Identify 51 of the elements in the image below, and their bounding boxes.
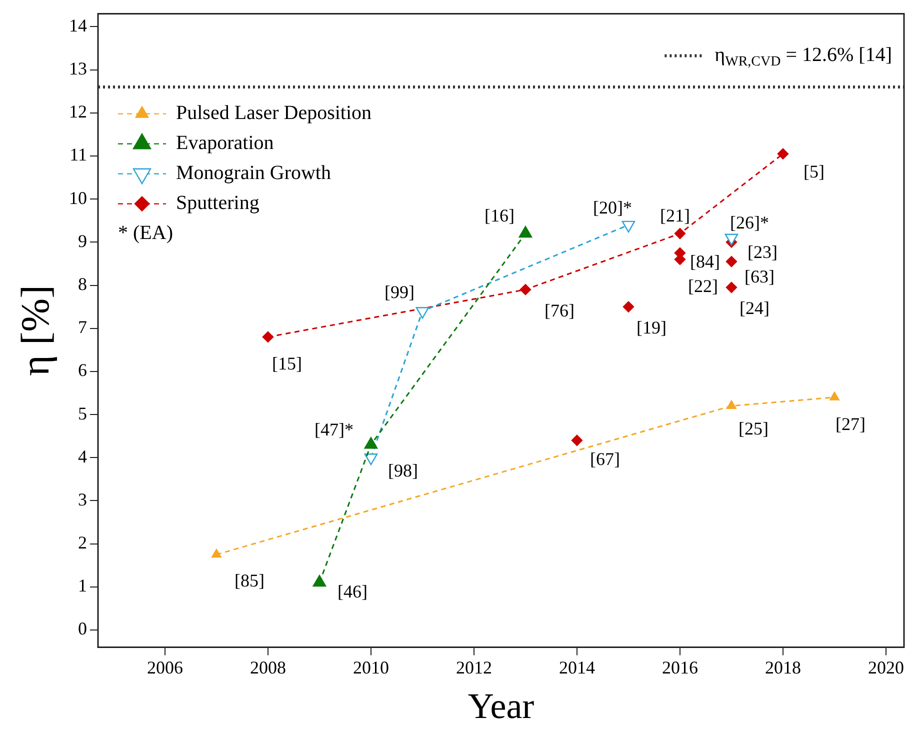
y-tick-label: 14: [69, 15, 87, 36]
annotation: [20]*: [592, 198, 632, 218]
x-tick-label: 2006: [146, 658, 183, 678]
y-tick-label: 7: [78, 317, 87, 338]
annotation: [15]: [272, 354, 302, 374]
annotation: [23]: [747, 242, 778, 262]
x-tick-label: 2014: [558, 658, 595, 678]
y-tick-label: 10: [69, 188, 87, 208]
legend-label: Pulsed Laser Deposition: [176, 102, 372, 124]
y-tick-label: 8: [78, 274, 87, 294]
annotation: [27]: [835, 414, 866, 434]
annotation: [63]: [744, 266, 774, 286]
x-tick-label: 2010: [352, 658, 389, 678]
y-tick-label: 4: [78, 446, 87, 466]
y-tick-label: 6: [78, 360, 87, 380]
annotation: * (EA): [118, 222, 173, 244]
y-tick-label: 12: [69, 102, 87, 122]
y-tick-label: 9: [78, 230, 87, 251]
y-tick-label: 1: [78, 576, 87, 596]
legend-label: Monograin Growth: [176, 162, 331, 184]
x-tick-label: 2020: [868, 658, 904, 678]
x-axis-title: Year: [468, 686, 534, 726]
y-tick-label: 5: [78, 403, 87, 424]
y-tick-label: 13: [69, 58, 87, 79]
annotation: [22]: [688, 276, 718, 296]
annotation: [67]: [590, 449, 620, 470]
annotation: [19]: [636, 318, 666, 338]
x-tick-label: 2012: [456, 658, 492, 678]
annotation: [46]: [337, 581, 368, 602]
annotation: [25]: [738, 418, 768, 439]
y-tick-label: 2: [78, 532, 87, 553]
annotation: [24]: [739, 298, 770, 318]
annotation: [26]*: [730, 212, 769, 233]
y-tick-label: 3: [78, 489, 87, 510]
y-tick-label: 11: [70, 144, 87, 165]
annotation: [84]: [690, 252, 720, 272]
annotation: [98]: [388, 460, 418, 480]
legend-label: Evaporation: [176, 132, 274, 154]
x-tick-label: 2018: [764, 658, 801, 678]
x-tick-label: 2016: [662, 658, 698, 678]
annotation: [16]: [484, 205, 514, 226]
annotation: [85]: [234, 570, 264, 590]
annotation: [76]: [544, 300, 574, 320]
annotation: [99]: [384, 282, 414, 302]
annotation: [47]*: [314, 419, 354, 440]
annotation: [21]: [660, 205, 690, 226]
y-tick-label: 0: [78, 618, 87, 639]
x-tick-label: 2008: [250, 658, 286, 678]
y-axis-title: η [%]: [12, 285, 58, 376]
legend-label: Sputtering: [176, 192, 260, 214]
annotation: [5]: [803, 162, 824, 182]
